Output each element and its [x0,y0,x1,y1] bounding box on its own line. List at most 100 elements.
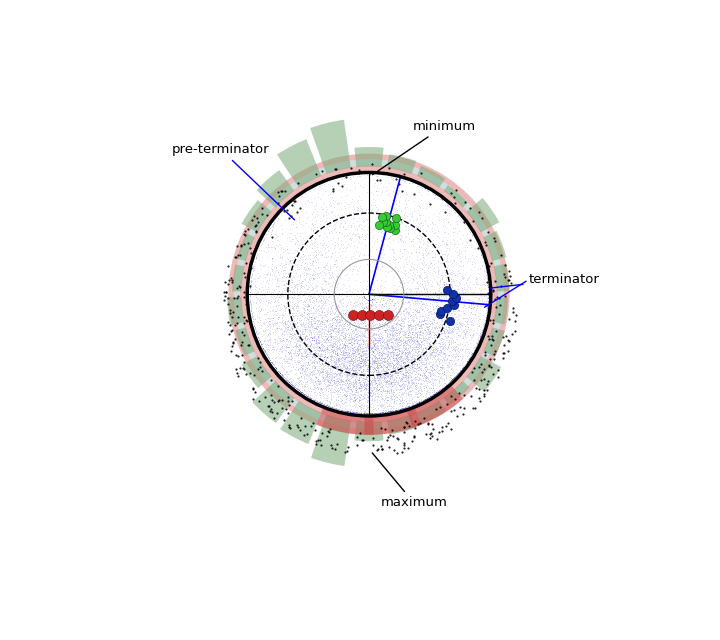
Point [356,298,368,308]
Point [436,362,448,372]
Point [361,324,372,335]
Point [375,385,387,396]
Point [448,320,459,330]
Point [254,260,266,270]
Point [401,280,413,291]
Point [421,364,433,374]
Point [319,360,330,370]
Point [392,342,404,353]
Point [352,229,364,239]
Point [397,314,409,324]
Point [392,352,403,362]
Point [403,256,415,266]
Point [380,372,392,383]
Point [368,383,379,394]
Point [347,353,359,363]
Point [392,311,404,321]
Point [372,360,383,371]
Point [320,315,332,325]
Point [325,376,336,387]
Point [382,336,393,346]
Point [276,370,288,380]
Point [397,422,409,433]
Point [486,334,498,344]
Point [474,396,485,406]
Point [485,259,496,269]
Point [397,285,409,295]
Point [350,383,361,393]
Point [354,356,366,366]
Point [427,305,438,316]
Point [326,314,338,324]
Point [246,262,257,273]
Point [338,345,349,355]
Point [385,379,397,389]
Point [312,396,324,406]
Point [365,361,377,371]
Point [304,186,315,196]
Point [372,356,383,366]
Point [260,317,271,327]
Point [445,274,456,284]
Point [287,198,299,208]
Point [331,361,343,371]
Point [352,342,364,352]
Point [250,253,261,264]
Point [320,366,331,376]
Point [404,320,415,330]
Point [346,401,358,411]
Point [282,372,293,382]
Point [359,324,370,335]
Point [454,360,465,370]
Point [318,319,330,330]
Point [248,383,259,394]
Point [451,319,462,329]
Point [272,266,284,276]
Point [447,319,459,329]
Point [298,373,310,383]
Point [431,371,442,381]
Point [294,262,306,273]
Point [420,369,431,380]
Point [400,335,411,346]
Point [366,398,378,408]
Point [467,216,479,226]
Point [410,328,421,339]
Point [246,312,258,322]
Point [392,376,403,387]
Point [382,370,394,380]
Point [312,262,324,273]
Point [244,243,256,253]
Point [444,311,455,321]
Point [507,303,518,314]
Point [428,364,440,374]
Point [409,384,420,394]
Point [469,305,481,316]
Point [344,319,356,330]
Point [298,328,310,339]
Point [338,323,349,333]
Point [306,335,318,345]
Point [350,385,361,396]
Point [308,355,320,365]
Point [285,378,297,388]
Point [312,297,324,307]
Point [422,322,433,332]
Point [315,363,326,373]
Point [388,280,400,290]
Point [301,349,312,359]
Point [321,367,333,378]
Point [325,225,336,236]
Point [354,383,365,394]
Point [394,246,405,256]
Point [436,374,448,385]
Point [446,275,457,285]
Point [358,362,369,372]
Point [359,239,371,250]
Point [441,296,452,306]
Point [266,357,278,367]
Point [397,273,408,283]
Point [410,364,421,374]
Point [427,270,438,280]
Point [369,396,380,406]
